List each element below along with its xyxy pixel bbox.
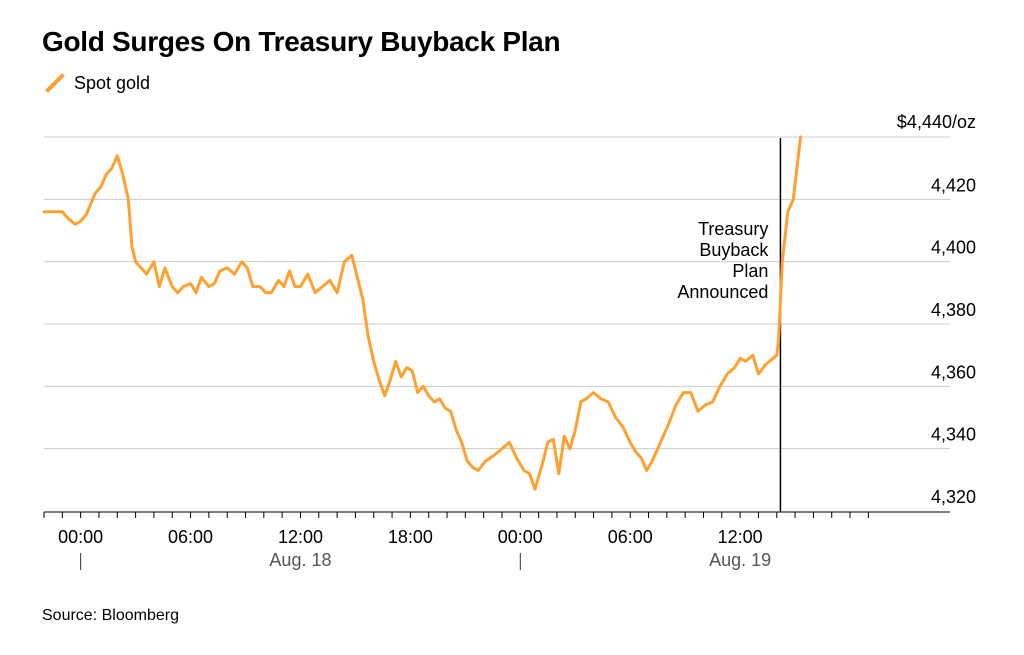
y-tick-label-4400: 4,400 — [931, 238, 976, 258]
grid — [44, 136, 950, 450]
y-tick-label-4360: 4,360 — [931, 362, 976, 382]
annotation-text-line: Buyback — [699, 240, 769, 260]
x-tick-label-24: 00:00 — [498, 527, 543, 547]
x-tick-label-12: 12:00 — [278, 527, 323, 547]
y-tick-label-4340: 4,340 — [931, 425, 976, 445]
annotation-text-line: Plan — [732, 261, 768, 281]
y-tick-label-4440: $4,440/oz — [897, 112, 976, 132]
x-tick-label-36: 12:00 — [718, 527, 763, 547]
annotation-text-line: Announced — [677, 282, 768, 302]
annotation-text-line: Treasury — [698, 219, 768, 239]
source-note: Source: Bloomberg — [42, 607, 179, 624]
y-tick-label-4420: 4,420 — [931, 175, 976, 195]
legend: Spot gold — [44, 72, 150, 94]
chart-title: Gold Surges On Treasury Buyback Plan — [42, 26, 561, 57]
series-layer — [42, 135, 803, 491]
x-tick-label-18: 18:00 — [388, 527, 433, 547]
x-tick-label-30: 06:00 — [608, 527, 653, 547]
x-axis: 00:00 06:00 12:00 18:00 00:00 06:00 12:00 Aug. … — [43, 511, 950, 570]
date-label-12: Aug. 18 — [269, 550, 331, 570]
y-tick-label-4320: 4,320 — [931, 487, 976, 507]
y-tick-label-4380: 4,380 — [931, 300, 976, 320]
date-label-36: Aug. 19 — [709, 550, 771, 570]
x-tick-label-0: 00:00 — [58, 527, 103, 547]
legend-label-spot-gold: Spot gold — [74, 72, 151, 93]
y-axis-labels: $4,440/oz 4,420 4,400 4,380 4,360 4,340 4,320 — [897, 112, 976, 507]
series-line-spot-gold — [42, 135, 803, 491]
x-tick-label-6: 06:00 — [168, 527, 213, 547]
legend-line-icon — [45, 73, 65, 93]
